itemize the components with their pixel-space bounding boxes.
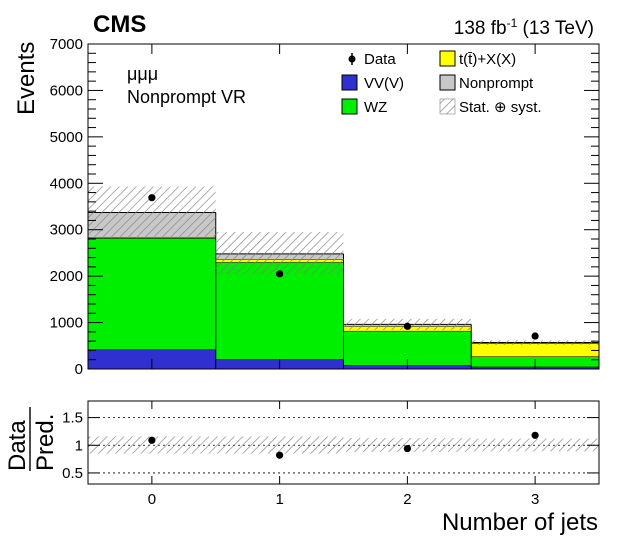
bar-ttx-bin-3 [471, 343, 599, 357]
legend-label-uncertainty: Stat. ⊕ syst. [459, 99, 542, 116]
data-points [148, 194, 539, 340]
uncertainty-bin-3 [471, 340, 599, 345]
experiment-label: CMS [93, 11, 146, 38]
legend: Data t(t̄)+X(X) VV(V) Nonprompt WZ Stat.… [341, 50, 542, 116]
y-tick-label-6000: 6000 [50, 82, 83, 99]
ratio-uncertainty-bin-3 [471, 438, 599, 452]
region-name: Nonprompt VR [127, 87, 246, 107]
ratio-uncertainty-band [88, 436, 599, 454]
luminosity-label: 138 fb-1 (13 TeV) [454, 16, 594, 39]
main-y-axis: 0 1000 2000 3000 4000 5000 6000 7000 [50, 36, 599, 378]
x-tick-label-0: 0 [148, 491, 156, 508]
x-tick-label-3: 3 [531, 491, 539, 508]
legend-label-vvv: VV(V) [364, 75, 404, 92]
ratio-plot-frame [87, 400, 600, 485]
y-tick-label-2000: 2000 [50, 268, 83, 285]
main-x-axis [151, 44, 536, 369]
legend-label-ttx: t(t̄)+X(X) [459, 51, 516, 68]
ratio-uncertainty-bin-1 [215, 436, 344, 454]
ratio-point-bin-1 [276, 451, 284, 459]
ratio-uncertainty-bin-0 [88, 436, 216, 454]
channel-label: μμμ [127, 64, 158, 84]
ratio-point-bin-2 [403, 444, 411, 453]
ratio-point-bin-0 [148, 436, 156, 444]
legend-entry-vvv: VV(V) [341, 74, 404, 92]
y-tick-label-0: 0 [75, 361, 83, 378]
y-tick-label-1000: 1000 [50, 315, 83, 332]
ratio-y-denominator: Pred. [32, 414, 59, 471]
legend-label-data: Data [364, 51, 396, 68]
legend-entry-data: Data [348, 51, 396, 68]
y-tick-label-4000: 4000 [50, 175, 83, 192]
y-tick-label-7000: 7000 [50, 36, 83, 53]
bar-wz-bin-0 [88, 238, 216, 350]
legend-entry-ttx: t(t̄)+X(X) [439, 50, 516, 68]
legend-label-wz: WZ [364, 99, 387, 116]
x-axis-title: Number of jets [442, 509, 598, 536]
data-point-bin-2 [403, 322, 411, 330]
ratio-x-axis: 0 1 2 3 [148, 401, 539, 508]
data-point-bin-3 [531, 332, 539, 340]
ratio-y-title: Data Pred. [4, 407, 59, 471]
y-axis-title: Events [13, 42, 40, 115]
ratio-y-numerator: Data [4, 420, 31, 471]
uncertainty-bin-1 [215, 232, 344, 275]
x-tick-label-1: 1 [275, 491, 283, 508]
ratio-y-tick-label-1: 1 [75, 437, 83, 454]
bar-wz-bin-1 [215, 262, 344, 360]
ratio-y-tick-label-0.5: 0.5 [62, 465, 83, 482]
y-tick-label-5000: 5000 [50, 129, 83, 146]
ratio-points [148, 431, 539, 459]
y-tick-label-3000: 3000 [50, 222, 83, 239]
data-point-bin-0 [148, 194, 156, 202]
ratio-y-tick-label-1.5: 1.5 [62, 410, 83, 427]
ratio-y-axis: 0.5 1 1.5 [62, 410, 599, 482]
legend-entry-uncertainty: Stat. ⊕ syst. [439, 98, 542, 116]
ratio-point-bin-3 [531, 431, 539, 439]
legend-entry-wz: WZ [341, 98, 387, 116]
main-plot-frame [87, 43, 600, 370]
x-tick-label-2: 2 [403, 491, 411, 508]
legend-label-nonprompt: Nonprompt [459, 75, 534, 92]
legend-entry-nonprompt: Nonprompt [439, 74, 534, 92]
data-point-bin-1 [276, 270, 284, 278]
